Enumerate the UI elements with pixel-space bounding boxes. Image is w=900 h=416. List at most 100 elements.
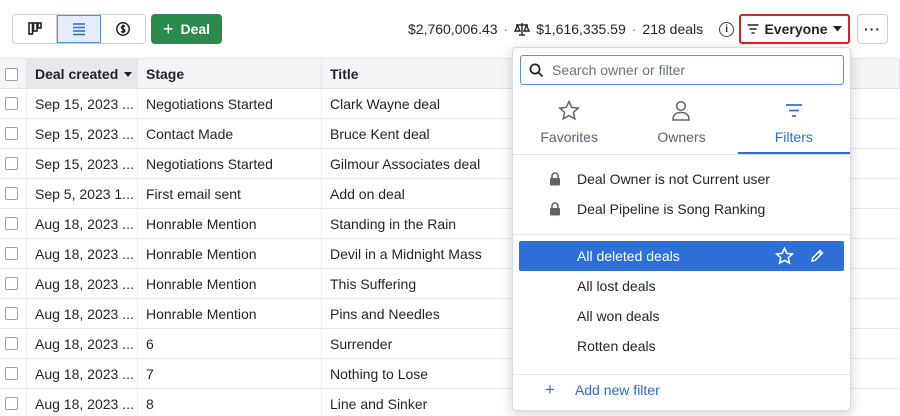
cell-title[interactable]: Add on deal — [322, 179, 900, 208]
filter-item-all-deleted-deals[interactable]: All deleted deals — [519, 241, 844, 271]
cell-title[interactable]: Nothing to Lose — [322, 359, 900, 388]
add-deal-button[interactable]: + Deal — [151, 14, 222, 44]
select-all-cell — [0, 59, 27, 89]
tab-filters[interactable]: Filters — [737, 92, 850, 154]
table-row[interactable]: Sep 15, 2023 ... Negotiations Started Clar… — [0, 89, 900, 119]
cell-deal-created: Sep 15, 2023 ... — [27, 89, 138, 118]
plus-icon: + — [545, 380, 555, 399]
owner-filter-dropdown: Favorites Owners Filters Deal Owner is n… — [512, 47, 851, 411]
row-checkbox[interactable] — [5, 397, 18, 410]
deal-title-link[interactable]: Standing in the Rain — [330, 215, 457, 232]
add-new-filter-button[interactable]: + Add new filter — [513, 374, 850, 404]
cell-deal-created: Aug 18, 2023 ... — [27, 239, 138, 268]
total-value: $2,760,006.43 — [408, 21, 498, 37]
cell-deal-created: Aug 18, 2023 ... — [27, 329, 138, 358]
cell-deal-created: Aug 18, 2023 ... — [27, 269, 138, 298]
star-icon[interactable] — [775, 247, 794, 265]
deal-title-link[interactable]: Bruce Kent deal — [330, 125, 430, 142]
owner-filter-button[interactable]: Everyone — [739, 14, 850, 44]
cell-stage: 8 — [138, 389, 322, 416]
row-checkbox[interactable] — [5, 157, 18, 170]
menu-divider — [513, 234, 850, 235]
dropdown-tabs: Favorites Owners Filters — [513, 92, 850, 155]
filter-list: Deal Owner is not Current user Deal Pipe… — [513, 164, 850, 361]
table-row[interactable]: Aug 18, 2023 ... Honrable Mention This Suf… — [0, 269, 900, 299]
deal-title-link[interactable]: Surrender — [330, 335, 393, 352]
deal-title-link[interactable]: Gilmour Associates deal — [330, 155, 481, 172]
table-row[interactable]: Sep 15, 2023 ... Contact Made Bruce Kent d… — [0, 119, 900, 149]
table-row[interactable]: Sep 15, 2023 ... Negotiations Started Gilm… — [0, 149, 900, 179]
cell-stage: 6 — [138, 329, 322, 358]
toolbar: + Deal $2,760,006.43 · $1,616,335.59 · 2… — [0, 0, 900, 58]
deal-title-link[interactable]: Nothing to Lose — [330, 365, 429, 382]
list-view-button[interactable] — [57, 15, 101, 43]
table-row[interactable]: Aug 18, 2023 ... 7 Nothing to Lose — [0, 359, 900, 389]
cell-title[interactable]: Devil in a Midnight Mass — [322, 239, 900, 268]
person-icon — [672, 100, 691, 121]
row-checkbox[interactable] — [5, 187, 18, 200]
column-header-stage[interactable]: Stage — [138, 59, 322, 89]
pipeline-view-button[interactable] — [13, 15, 57, 43]
column-header-label: Title — [330, 66, 359, 82]
cell-stage: 7 — [138, 359, 322, 388]
row-checkbox[interactable] — [5, 367, 18, 380]
row-checkbox[interactable] — [5, 217, 18, 230]
info-icon[interactable]: i — [719, 21, 735, 37]
column-header-label: Stage — [146, 66, 185, 82]
table-row[interactable]: Aug 18, 2023 ... 6 Surrender — [0, 329, 900, 359]
row-checkbox[interactable] — [5, 97, 18, 110]
row-checkbox[interactable] — [5, 277, 18, 290]
deal-title-link[interactable]: Devil in a Midnight Mass — [330, 245, 482, 262]
select-all-checkbox[interactable] — [5, 67, 18, 81]
forecast-view-button[interactable] — [101, 15, 145, 43]
search-icon — [529, 63, 544, 77]
cell-title[interactable]: This Suffering — [322, 269, 900, 298]
pencil-icon[interactable] — [810, 249, 824, 263]
table-row[interactable]: Aug 18, 2023 ... Honrable Mention Devil in… — [0, 239, 900, 269]
filter-item-all-won-deals[interactable]: All won deals — [513, 301, 850, 331]
filter-label: All deleted deals — [577, 248, 680, 264]
table-row[interactable]: Aug 18, 2023 ... Honrable Mention Standing… — [0, 209, 900, 239]
filter-item-all-lost-deals[interactable]: All lost deals — [513, 271, 850, 301]
locked-filter-item[interactable]: Deal Owner is not Current user — [513, 164, 850, 194]
cell-title[interactable]: Standing in the Rain — [322, 209, 900, 238]
deal-title-link[interactable]: Pins and Needles — [330, 305, 440, 322]
deal-title-link[interactable]: Add on deal — [330, 185, 405, 202]
cell-deal-created: Aug 18, 2023 ... — [27, 359, 138, 388]
cell-title[interactable]: Line and Sinker — [322, 389, 900, 416]
tab-label: Filters — [774, 129, 813, 145]
tab-label: Favorites — [540, 129, 598, 145]
owner-filter-label: Everyone — [764, 21, 828, 37]
deal-title-link[interactable]: This Suffering — [330, 275, 417, 292]
row-select-cell — [0, 119, 27, 148]
star-icon — [558, 100, 581, 121]
table-row[interactable]: Sep 5, 2023 1... First email sent Add on d… — [0, 179, 900, 209]
filter-item-actions — [775, 247, 824, 265]
deal-title-link[interactable]: Line and Sinker — [330, 395, 428, 412]
row-checkbox[interactable] — [5, 247, 18, 260]
table-row[interactable]: Aug 18, 2023 ... Honrable Mention Pins and… — [0, 299, 900, 329]
cell-title[interactable]: Gilmour Associates deal — [322, 149, 900, 178]
deal-title-link[interactable]: Clark Wayne deal — [330, 95, 440, 112]
row-checkbox[interactable] — [5, 127, 18, 140]
cell-title[interactable]: Pins and Needles — [322, 299, 900, 328]
row-checkbox[interactable] — [5, 337, 18, 350]
filter-item-rotten-deals[interactable]: Rotten deals — [513, 331, 850, 361]
tab-owners[interactable]: Owners — [625, 92, 737, 154]
row-select-cell — [0, 209, 27, 238]
table-row[interactable]: Aug 18, 2023 ... 8 Line and Sinker — [0, 389, 900, 416]
cell-stage: Honrable Mention — [138, 239, 322, 268]
column-header-deal-created[interactable]: Deal created — [27, 59, 138, 89]
summary-separator: · — [503, 21, 509, 37]
tab-favorites[interactable]: Favorites — [513, 92, 625, 154]
tab-label: Owners — [657, 129, 706, 145]
list-icon — [72, 23, 85, 36]
more-options-button[interactable]: ··· — [857, 14, 888, 44]
cell-title[interactable]: Surrender — [322, 329, 900, 358]
cell-title[interactable]: Clark Wayne deal — [322, 89, 900, 118]
filter-icon — [747, 24, 759, 34]
locked-filter-item[interactable]: Deal Pipeline is Song Ranking — [513, 194, 850, 224]
sort-desc-icon — [124, 71, 133, 77]
row-checkbox[interactable] — [5, 307, 18, 320]
search-input[interactable] — [552, 62, 822, 78]
